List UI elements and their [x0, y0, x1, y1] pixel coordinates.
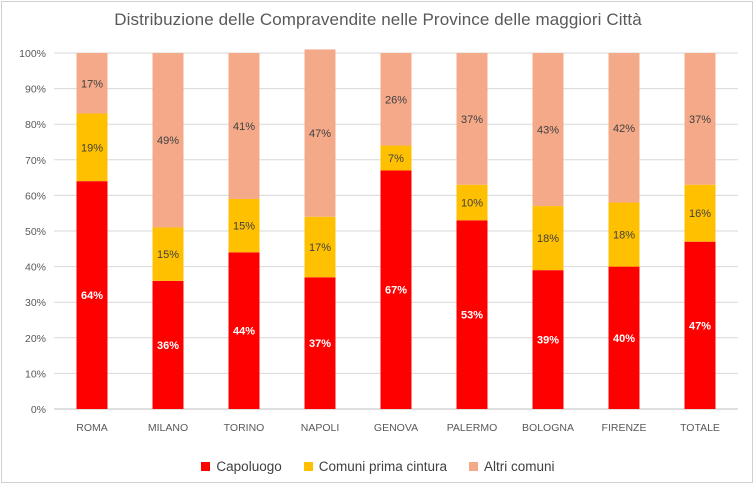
- bar-capoluogo: [152, 280, 184, 409]
- bar-capoluogo: [608, 266, 640, 409]
- data-label-capoluogo: 47%: [689, 320, 711, 332]
- x-tick-label: GENOVA: [374, 422, 418, 434]
- y-tick-label: 0%: [31, 404, 46, 416]
- y-tick-label: 90%: [25, 84, 46, 96]
- data-label-comuni-prima-cintura: 15%: [233, 221, 255, 233]
- legend-swatch-capoluogo: [201, 461, 211, 471]
- bars: [76, 49, 716, 409]
- data-label-altri-comuni: 26%: [385, 94, 407, 106]
- data-label-comuni-prima-cintura: 18%: [613, 230, 635, 242]
- data-label-comuni-prima-cintura: 15%: [157, 249, 179, 261]
- bar-altri-comuni: [380, 53, 412, 146]
- y-tick-label: 80%: [25, 119, 46, 131]
- bar-capoluogo: [532, 270, 564, 409]
- bar-comuni-prima-cintura: [684, 184, 716, 242]
- bar-comuni-prima-cintura: [76, 113, 108, 182]
- y-tick-label: 30%: [25, 297, 46, 309]
- legend-swatch-comuni-prima-cintura: [303, 461, 313, 471]
- data-label-capoluogo: 44%: [233, 326, 255, 338]
- bar-comuni-prima-cintura: [380, 145, 412, 171]
- bar-altri-comuni: [684, 53, 716, 185]
- y-tick-label: 100%: [19, 48, 46, 60]
- y-tick-label: 70%: [25, 155, 46, 167]
- x-tick-label: FIRENZE: [602, 422, 647, 434]
- data-label-altri-comuni: 47%: [309, 128, 331, 140]
- data-label-comuni-prima-cintura: 7%: [388, 153, 404, 165]
- legend-item-comuni-prima-cintura: Comuni prima cintura: [303, 458, 448, 474]
- bar-capoluogo: [228, 252, 260, 409]
- data-label-capoluogo: 36%: [157, 340, 179, 352]
- x-tick-label: ROMA: [76, 422, 108, 434]
- legend-label-comuni-prima-cintura: Comuni prima cintura: [318, 458, 448, 474]
- x-tick-label: NAPOLI: [301, 422, 340, 434]
- x-tick-label: PALERMO: [447, 422, 498, 434]
- bar-altri-comuni: [608, 53, 640, 203]
- data-label-altri-comuni: 37%: [461, 114, 483, 126]
- data-label-comuni-prima-cintura: 18%: [537, 233, 559, 245]
- data-label-capoluogo: 64%: [81, 290, 103, 302]
- y-axis: 0% 10% 20% 30% 40% 50% 60% 70% 80% 90% 100%: [19, 48, 46, 416]
- legend-item-capoluogo: Capoluogo: [201, 458, 282, 474]
- bar-comuni-prima-cintura: [608, 202, 640, 267]
- data-label-altri-comuni: 49%: [157, 135, 179, 147]
- bar-capoluogo: [456, 220, 488, 409]
- data-label-comuni-prima-cintura: 10%: [461, 198, 483, 210]
- data-label-comuni-prima-cintura: 16%: [689, 208, 711, 220]
- bar-capoluogo: [380, 170, 412, 409]
- bar-altri-comuni: [152, 53, 184, 228]
- data-label-capoluogo: 37%: [309, 338, 331, 350]
- bar-comuni-prima-cintura: [228, 198, 260, 253]
- data-label-capoluogo: 39%: [537, 335, 559, 347]
- x-tick-label: TOTALE: [680, 422, 720, 434]
- legend: Capoluogo Comuni prima cintura Altri com…: [0, 456, 756, 476]
- bar-capoluogo: [684, 241, 716, 409]
- data-labels: 64% 19% 17% 36% 15% 49% 44% 15% 41% 37% 17% 47% 67% 7…: [81, 78, 711, 352]
- legend-label-capoluogo: Capoluogo: [216, 458, 282, 474]
- data-label-altri-comuni: 41%: [233, 121, 255, 133]
- y-tick-label: 60%: [25, 190, 46, 202]
- data-label-altri-comuni: 37%: [689, 114, 711, 126]
- y-tick-label: 20%: [25, 333, 46, 345]
- chart-title: Distribuzione delle Compravendite nelle …: [114, 10, 642, 29]
- x-tick-label: BOLOGNA: [522, 422, 574, 434]
- legend-item-altri-comuni: Altri comuni: [469, 459, 555, 474]
- data-label-capoluogo: 53%: [461, 310, 483, 322]
- data-label-altri-comuni: 42%: [613, 123, 635, 135]
- y-tick-label: 40%: [25, 262, 46, 274]
- data-label-comuni-prima-cintura: 19%: [81, 142, 103, 154]
- bar-comuni-prima-cintura: [304, 216, 336, 278]
- x-tick-label: MILANO: [148, 422, 188, 434]
- data-label-altri-comuni: 17%: [81, 78, 103, 90]
- legend-swatch-altri-comuni: [469, 461, 479, 471]
- bar-capoluogo: [304, 277, 336, 409]
- x-tick-label: TORINO: [224, 422, 265, 434]
- bar-comuni-prima-cintura: [152, 227, 184, 281]
- y-tick-label: 50%: [25, 226, 46, 238]
- bar-comuni-prima-cintura: [456, 184, 488, 221]
- bar-altri-comuni: [456, 53, 488, 185]
- bar-altri-comuni: [532, 53, 564, 207]
- legend-label-altri-comuni: Altri comuni: [484, 458, 555, 474]
- bar-capoluogo: [76, 181, 108, 409]
- y-tick-label: 10%: [25, 368, 46, 380]
- x-axis: ROMA MILANO TORINO NAPOLI GENOVA PALERMO BOLOG…: [76, 422, 720, 434]
- bar-altri-comuni: [304, 49, 336, 217]
- data-label-capoluogo: 40%: [613, 333, 635, 345]
- data-label-comuni-prima-cintura: 17%: [309, 242, 331, 254]
- bar-altri-comuni: [228, 53, 260, 199]
- data-label-capoluogo: 67%: [385, 285, 407, 297]
- data-label-altri-comuni: 43%: [537, 125, 559, 137]
- bar-comuni-prima-cintura: [532, 206, 564, 271]
- bar-altri-comuni: [76, 53, 108, 114]
